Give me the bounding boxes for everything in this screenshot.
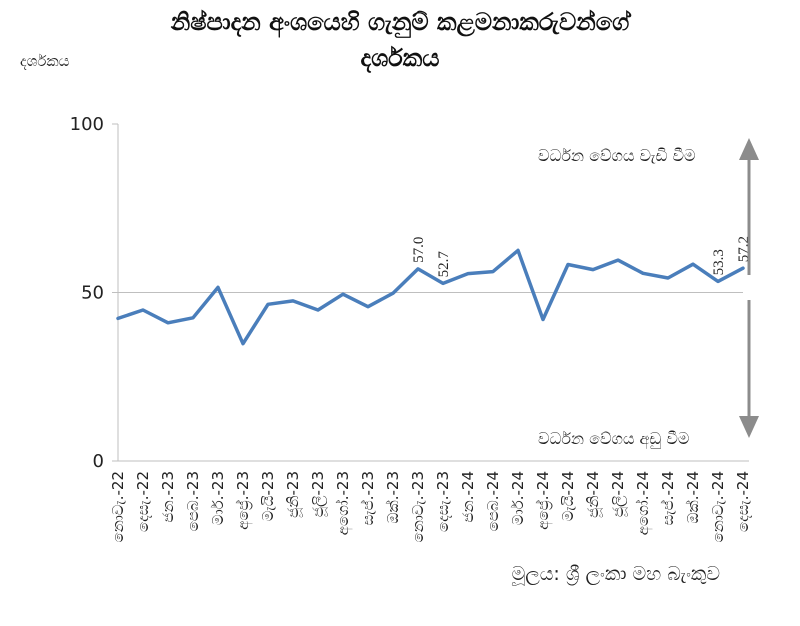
x-tick-label: ජන.-23 <box>159 471 177 523</box>
x-tick-label: නොවැ.-23 <box>409 471 427 543</box>
y-axis: 0 50 100 <box>70 114 119 472</box>
x-tick-label: ජූනි-23 <box>284 471 303 518</box>
x-tick-label: ජූලි-24 <box>609 471 628 517</box>
x-tick-label: දෙසැ.-23 <box>434 471 452 532</box>
x-tick-label: අප්‍රේ.-23 <box>234 471 253 530</box>
x-tick-label: මාර්.-23 <box>209 471 227 525</box>
growth-increase-note: වර්ධන වේගය වැඩි වීම <box>538 146 695 165</box>
x-tick-label: ජූනි-24 <box>584 471 603 518</box>
chart-title-line2: දර්ශකය <box>360 44 439 74</box>
x-tick-label: දෙසැ.-22 <box>134 471 152 532</box>
x-tick-label: ජූලි-23 <box>309 471 328 517</box>
y-axis-label: දර්ශකය <box>20 52 70 70</box>
source-note: මූලය: ශ්‍රී ලංකා මහ බැංකුව <box>511 563 720 586</box>
x-tick-label: සැප්.-23 <box>359 471 377 525</box>
x-tick-label: මාර්.-24 <box>509 471 527 525</box>
x-tick-label: නොවැ.-24 <box>709 471 727 543</box>
x-tick-label: දෙසැ.-24 <box>734 471 752 532</box>
x-tick-label: නොවැ.-22 <box>109 471 127 543</box>
y-tick-label: 50 <box>81 283 104 304</box>
growth-decrease-arrow <box>739 300 759 438</box>
x-tick-label: පෙබ.-24 <box>484 471 502 531</box>
data-label: 52.7 <box>436 251 452 278</box>
x-tick-label: අගෝ.-23 <box>334 471 353 535</box>
chart-title-line1: නිෂ්පාදන අංශයෙහි ගැනුම් කළමනාකරුවන්ගේ <box>170 8 632 38</box>
x-tick-label: පෙබ.-23 <box>184 471 202 531</box>
x-tick-label: ඔක්.-23 <box>384 471 402 524</box>
y-tick-label: 100 <box>70 114 104 135</box>
x-tick-label: ජන.-24 <box>459 471 477 523</box>
x-tick-label: මැයි-24 <box>559 471 577 521</box>
growth-decrease-note: වර්ධන වේගය අඩු වීම <box>538 429 689 449</box>
x-tick-label: ඔක්.-24 <box>684 471 702 524</box>
growth-increase-arrow <box>739 138 759 275</box>
x-tick-label: සැප්.-24 <box>659 471 677 525</box>
x-tick-label: මැයි-23 <box>259 471 277 521</box>
y-tick-label: 0 <box>93 451 104 472</box>
data-label: 53.3 <box>711 249 727 275</box>
x-tick-label: අගෝ.-24 <box>634 471 653 535</box>
category-labels: නොවැ.-22 දෙසැ.-22 ජන.-23 පෙබ.-23 මාර්.-23 අප්… <box>109 471 752 543</box>
data-label: 57.0 <box>411 237 427 263</box>
plot-area <box>116 248 745 346</box>
series-line-pmi <box>116 248 745 346</box>
x-tick-label: අප්‍රේ.-24 <box>534 471 553 530</box>
